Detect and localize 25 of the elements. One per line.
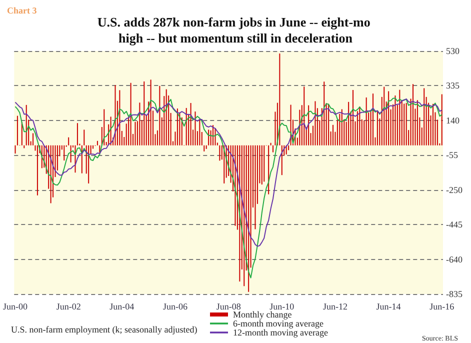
- y-tick-label: -445: [446, 220, 463, 230]
- line-series: [14, 98, 442, 278]
- line-series: [14, 98, 442, 247]
- x-tick-label: Jun-12: [322, 302, 348, 312]
- legend-label: 6-month moving average: [233, 318, 324, 328]
- caption: Chart 3: [7, 6, 38, 16]
- chart-title: U.S. adds 287k non-farm jobs in June -- eight-mo high -- but momentum still in deceleration: [97, 14, 374, 46]
- y-tick-label: 335: [446, 80, 460, 91]
- y-tick-label: -835: [446, 289, 463, 299]
- x-axis-title: U.S. non-farm employment (k; seasonally adjusted): [11, 324, 198, 334]
- x-tick-label: Jun-00: [3, 302, 28, 312]
- y-tick-label: 530: [446, 46, 460, 56]
- x-tick-label: Jun-14: [376, 302, 402, 312]
- x-tick-label: Jun-16: [430, 302, 455, 312]
- x-tick-label: Jun-04: [110, 302, 135, 312]
- x-tick-label: Jun-06: [162, 302, 188, 312]
- legend-label: 12-month moving average: [233, 328, 328, 338]
- y-tick-label: 140: [446, 115, 460, 126]
- x-tick-label: Jun-02: [56, 302, 81, 312]
- x-tick-label: Jun-08: [216, 302, 242, 312]
- y-tick-label: -250: [446, 184, 463, 195]
- x-tick-label: Jun-10: [270, 302, 295, 312]
- legend-label: Monthly change: [233, 310, 292, 320]
- y-tick-label: -640: [446, 254, 463, 264]
- y-tick-label: -55: [446, 150, 458, 160]
